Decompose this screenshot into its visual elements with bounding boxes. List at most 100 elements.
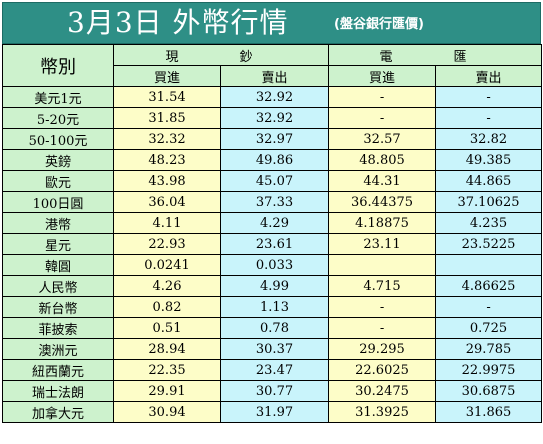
cash-sell-cell: 45.07: [219, 170, 330, 192]
currency-name-cell: 港幣: [2, 212, 114, 234]
currency-name-cell: 50-100元: [2, 128, 114, 150]
tt-buy-cell: 4.715: [328, 275, 437, 297]
tt-buy-cell: 44.31: [328, 170, 437, 192]
tt-buy-cell: 36.44375: [328, 191, 437, 213]
table-row: 美元1元 31.54 32.92- -: [2, 86, 543, 108]
page-title: 3月3日 外幣行情: [67, 6, 289, 39]
cash-header: 現 鈔: [112, 44, 330, 66]
tt-sell-cell: 37.10625: [435, 191, 543, 213]
tt-sell-cell: 4.86625: [435, 275, 543, 297]
cash-sell-cell: 0.033: [219, 254, 330, 276]
tt-sell-header: 賣出: [435, 65, 543, 87]
table-row: 5-20元 31.85 32.92- -: [2, 107, 543, 129]
tt-sell-cell: 29.785: [435, 338, 543, 360]
table-row: 歐元 43.98 45.07 44.31 44.865: [2, 170, 543, 192]
tt-sell-cell: 32.82: [435, 128, 543, 150]
tt-sell-cell: 44.865: [435, 170, 543, 192]
currency-name-cell: 美元1元: [2, 86, 114, 108]
tt-sell-cell: [435, 254, 543, 276]
cash-buy-cell: 0.0241: [113, 254, 221, 276]
cash-buy-cell: 31.54: [113, 86, 221, 108]
tt-sell-cell: 31.865: [435, 401, 543, 423]
table-row: 瑞士法朗 29.91 30.77 30.2475 30.6875: [2, 380, 543, 402]
tt-buy-cell: -: [328, 107, 437, 129]
tt-buy-cell: 48.805: [328, 149, 437, 171]
currency-name-cell: 星元: [2, 233, 114, 255]
tt-header: 電 匯: [328, 44, 543, 66]
cash-sell-cell: 0.78: [219, 317, 330, 339]
tt-buy-cell: -: [328, 317, 437, 339]
currency-header: 幣別: [2, 44, 114, 87]
cash-buy-cell: 31.85: [113, 107, 221, 129]
table-row: 加拿大元 30.94 31.97 31.3925 31.865: [2, 401, 543, 423]
currency-name-cell: 新台幣: [2, 296, 114, 318]
table-row: 100日圓 36.04 37.33 36.44375 37.10625: [2, 191, 543, 213]
tt-buy-cell: -: [328, 296, 437, 318]
table-row: 新台幣 0.82 1.13- -: [2, 296, 543, 318]
page-subtitle: (盤谷銀行匯價): [334, 17, 424, 32]
header-row-sub: 買進 賣出 買進 賣出: [3, 65, 543, 87]
tt-buy-cell: 23.11: [328, 233, 437, 255]
table-row: 紐西蘭元 22.35 23.47 22.6025 22.9975: [2, 359, 543, 381]
cash-sell-cell: 32.97: [219, 128, 330, 150]
table-row: 韓圓 0.0241 0.033: [2, 254, 543, 276]
cash-sell-cell: 37.33: [219, 191, 330, 213]
tt-buy-cell: 30.2475: [328, 380, 437, 402]
table-row: 英鎊 48.23 49.86 48.805 49.385: [2, 149, 543, 171]
tt-buy-cell: 4.18875: [328, 212, 437, 234]
currency-name-cell: 加拿大元: [2, 401, 114, 423]
cash-buy-header: 買進: [113, 65, 221, 87]
cash-buy-cell: 48.23: [113, 149, 221, 171]
currency-name-cell: 英鎊: [2, 149, 114, 171]
cash-sell-cell: 32.92: [219, 86, 330, 108]
table-row: 人民幣 4.26 4.99 4.715 4.86625: [2, 275, 543, 297]
currency-name-cell: 韓圓: [2, 254, 114, 276]
cash-sell-cell: 4.29: [219, 212, 330, 234]
cash-buy-cell: 0.51: [113, 317, 221, 339]
table-row: 菲披索 0.51 0.78-0.725: [2, 317, 543, 339]
cash-buy-cell: 4.26: [113, 275, 221, 297]
cash-buy-cell: 0.82: [113, 296, 221, 318]
cash-buy-cell: 30.94: [113, 401, 221, 423]
table-row: 港幣 4.11 4.29 4.18875 4.235: [2, 212, 543, 234]
tt-sell-cell: 22.9975: [435, 359, 543, 381]
tt-buy-cell: 31.3925: [328, 401, 437, 423]
tt-sell-cell: 30.6875: [435, 380, 543, 402]
currency-name-cell: 歐元: [2, 170, 114, 192]
cash-buy-cell: 32.32: [113, 128, 221, 150]
tt-buy-cell: -: [328, 86, 437, 108]
title-bar: 3月3日 外幣行情 (盤谷銀行匯價): [2, 2, 541, 44]
cash-sell-cell: 30.77: [219, 380, 330, 402]
tt-sell-cell: -: [435, 107, 543, 129]
tt-buy-header: 買進: [328, 65, 437, 87]
cash-sell-header: 賣出: [219, 65, 330, 87]
cash-sell-cell: 23.47: [219, 359, 330, 381]
tt-sell-cell: 49.385: [435, 149, 543, 171]
cash-sell-cell: 49.86: [219, 149, 330, 171]
tt-buy-cell: 22.6025: [328, 359, 437, 381]
currency-name-cell: 5-20元: [2, 107, 114, 129]
cash-buy-cell: 28.94: [113, 338, 221, 360]
tt-sell-cell: -: [435, 86, 543, 108]
currency-name-cell: 菲披索: [2, 317, 114, 339]
cash-sell-cell: 31.97: [219, 401, 330, 423]
cash-sell-cell: 32.92: [219, 107, 330, 129]
tt-sell-cell: 4.235: [435, 212, 543, 234]
cash-buy-cell: 36.04: [113, 191, 221, 213]
table-row: 澳洲元 28.94 30.37 29.295 29.785: [2, 338, 543, 360]
table-row: 星元 22.93 23.61 23.11 23.5225: [2, 233, 543, 255]
currency-name-cell: 紐西蘭元: [2, 359, 114, 381]
currency-name-cell: 100日圓: [2, 191, 114, 213]
cash-buy-cell: 22.35: [113, 359, 221, 381]
tt-sell-cell: 0.725: [435, 317, 543, 339]
cash-sell-cell: 30.37: [219, 338, 330, 360]
cash-buy-cell: 43.98: [113, 170, 221, 192]
cash-sell-cell: 1.13: [219, 296, 330, 318]
currency-name-cell: 瑞士法朗: [2, 380, 114, 402]
rate-table: 幣別 現 鈔 電 匯 買進 賣出 買進 賣出 美元1元 31.54 32.92- -5…: [2, 44, 543, 423]
tt-buy-cell: 32.57: [328, 128, 437, 150]
cash-sell-cell: 4.99: [219, 275, 330, 297]
cash-buy-cell: 22.93: [113, 233, 221, 255]
table-row: 50-100元 32.32 32.97 32.57 32.82: [2, 128, 543, 150]
